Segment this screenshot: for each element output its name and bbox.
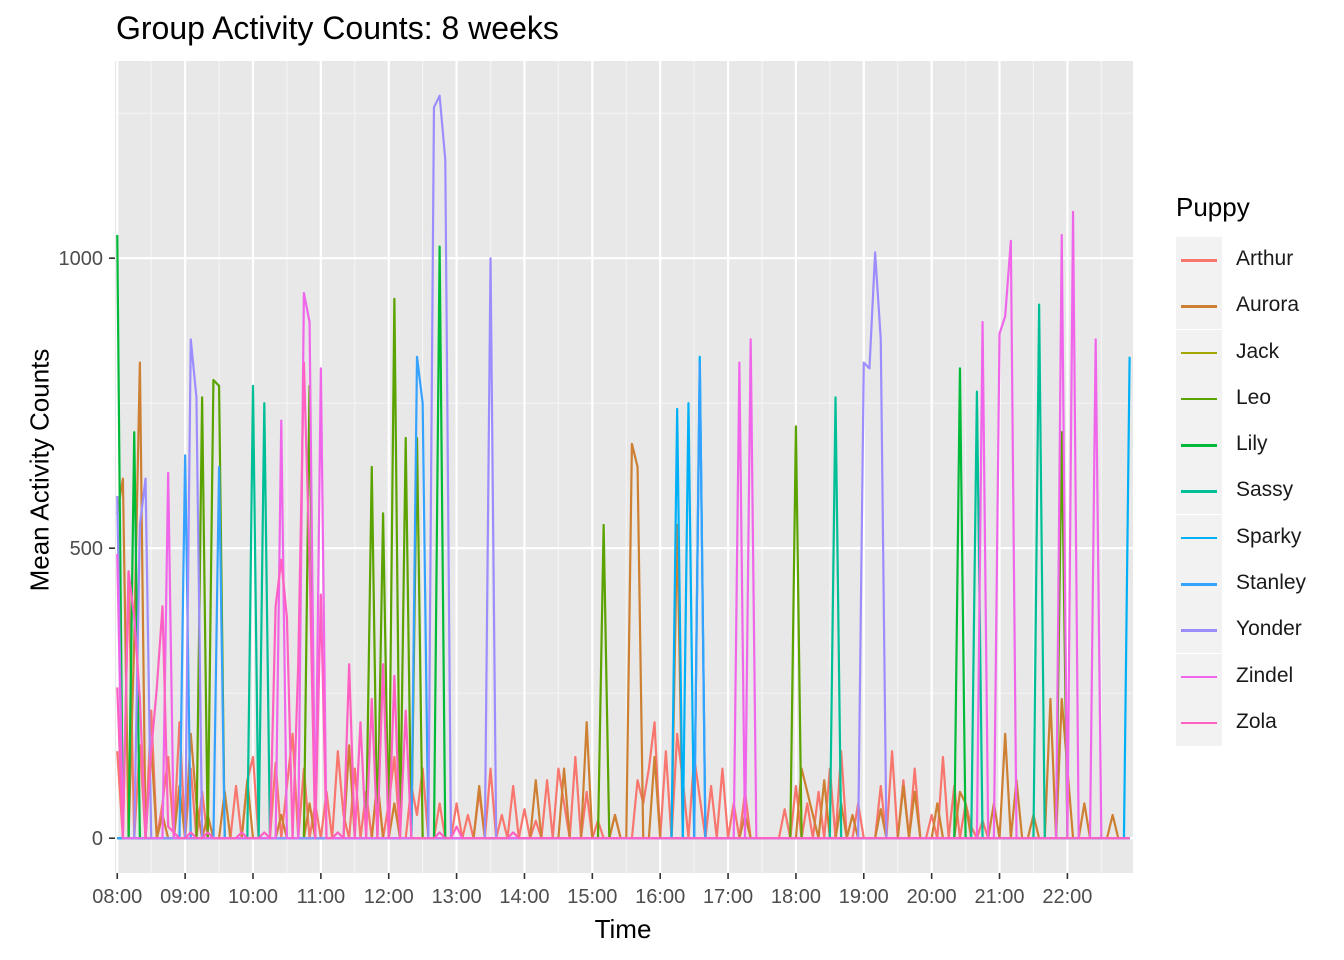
legend-label: Aurora (1236, 293, 1300, 317)
x-tick-label: 13:00 (432, 886, 482, 908)
x-tick-label: 21:00 (974, 886, 1024, 908)
legend-label: Sassy (1236, 478, 1294, 502)
legend-key (1176, 237, 1222, 283)
legend-item-sassy: Sassy (1176, 468, 1326, 515)
legend-key (1176, 653, 1222, 700)
legend-label: Stanley (1236, 571, 1307, 595)
legend-key (1176, 607, 1222, 654)
legend-label: Zindel (1236, 663, 1294, 687)
legend-item-aurora: Aurora (1176, 283, 1326, 330)
legend-item-yonder: Yonder (1176, 607, 1326, 654)
legend-key-line (1181, 444, 1217, 447)
x-axis-label: Time (594, 914, 652, 944)
legend-key (1176, 329, 1222, 376)
x-tick-label: 10:00 (228, 886, 278, 908)
legend-item-zola: Zola (1176, 699, 1326, 746)
legend-item-lily: Lily (1176, 422, 1326, 469)
legend-items: Arthur Aurora Jack Leo Lily Sassy Sparky Stanle… (1176, 237, 1326, 746)
legend-key (1176, 422, 1222, 469)
legend-item-sparky: Sparky (1176, 514, 1326, 561)
legend-item-stanley: Stanley (1176, 561, 1326, 608)
x-tick-label: 14:00 (499, 886, 549, 908)
legend-item-arthur: Arthur (1176, 237, 1326, 283)
legend-key (1176, 375, 1222, 422)
legend-key-line (1181, 351, 1217, 355)
series-line-zola (116, 361, 1130, 840)
legend: Puppy Arthur Aurora Jack Leo Lily Sassy Sparky… (1176, 192, 1326, 746)
x-tick-label: 18:00 (771, 886, 821, 908)
legend-key (1176, 699, 1222, 746)
x-tick-label: 11:00 (297, 886, 346, 908)
x-tick-label: 16:00 (635, 886, 685, 908)
x-tick-label: 17:00 (703, 886, 753, 908)
legend-key-line (1181, 583, 1217, 586)
legend-key-line (1181, 305, 1217, 308)
chart-title: Group Activity Counts: 8 weeks (116, 10, 559, 46)
legend-item-jack: Jack (1176, 329, 1326, 376)
legend-label: Yonder (1236, 617, 1302, 641)
x-tick-label: 22:00 (1042, 886, 1092, 908)
axes-layer: 08:00 09:00 10:00 11:00 12:00 13:00 14:00 15:00… (59, 248, 1093, 908)
legend-key (1176, 561, 1222, 608)
legend-key-line (1181, 536, 1217, 540)
x-tick-label: 08:00 (92, 886, 142, 908)
legend-key-line (1181, 490, 1217, 493)
x-tick-label: 12:00 (364, 886, 414, 908)
legend-item-zindel: Zindel (1176, 653, 1326, 700)
series-layer (116, 94, 1131, 840)
legend-label: Zola (1236, 709, 1277, 733)
x-tick-label: 15:00 (567, 886, 617, 908)
legend-label: Leo (1236, 385, 1272, 409)
legend-key (1176, 514, 1222, 561)
grid-major (115, 61, 1133, 873)
y-tick-label: 1000 (59, 248, 104, 270)
legend-label: Arthur (1236, 247, 1294, 270)
legend-item-leo: Leo (1176, 375, 1326, 422)
x-tick-label: 20:00 (907, 886, 957, 908)
legend-label: Sparky (1236, 524, 1302, 548)
legend-key (1176, 468, 1222, 515)
x-tick-label: 19:00 (839, 886, 889, 908)
legend-key-line (1181, 629, 1217, 632)
legend-key-line (1181, 259, 1217, 262)
legend-key-line (1181, 721, 1217, 725)
x-tick-label: 09:00 (160, 886, 210, 908)
legend-label: Jack (1236, 339, 1280, 363)
legend-key (1176, 283, 1222, 330)
legend-key-line (1181, 675, 1217, 679)
y-tick-label: 0 (92, 828, 103, 850)
legend-title: Puppy (1176, 192, 1250, 222)
y-tick-label: 500 (70, 538, 103, 560)
legend-key-line (1181, 397, 1217, 401)
legend-label: Lily (1236, 432, 1268, 456)
